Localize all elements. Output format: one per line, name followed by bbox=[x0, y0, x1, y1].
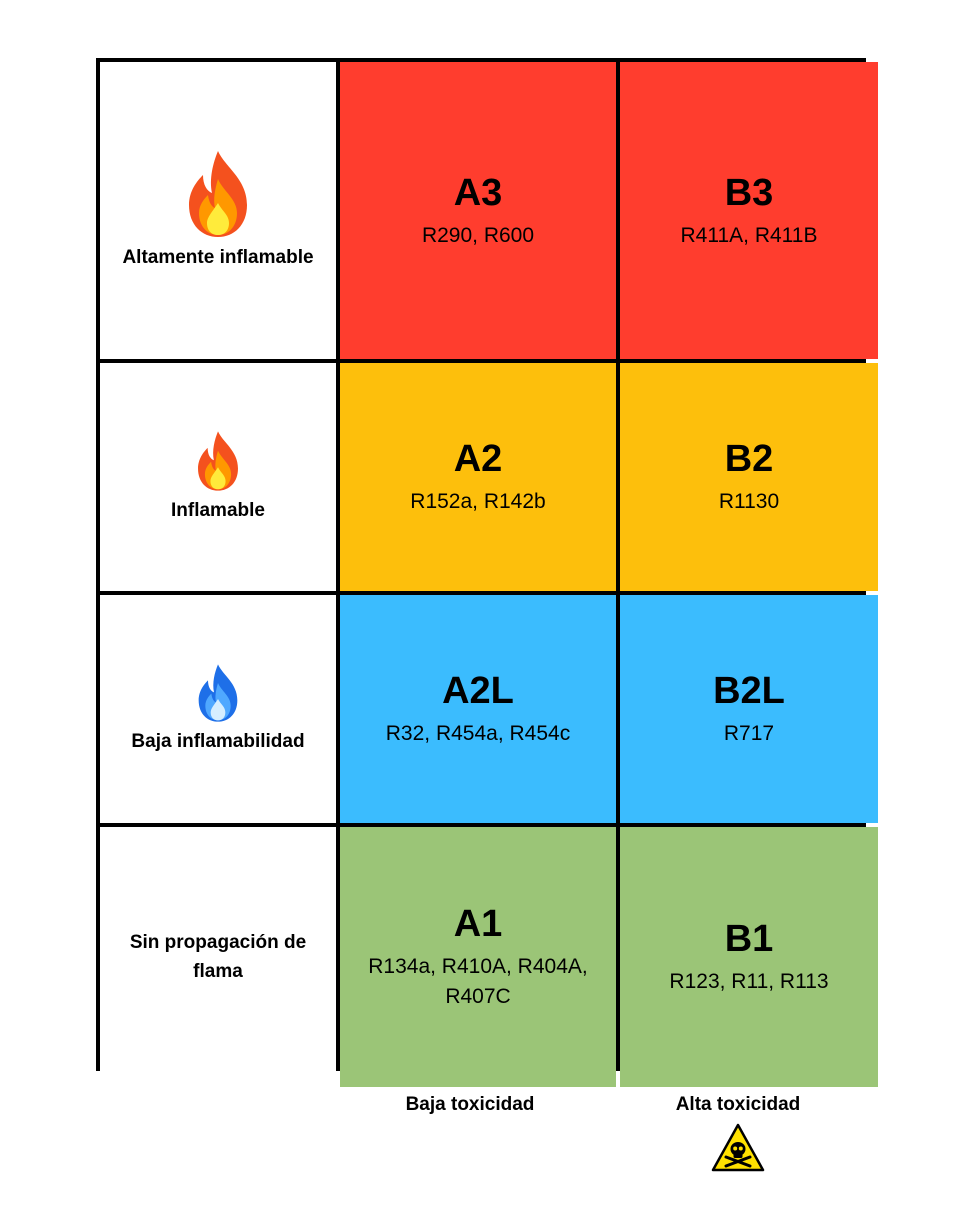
row-label-high-flammability: Altamente inflamable bbox=[100, 62, 336, 359]
class-code: B3 bbox=[724, 171, 774, 214]
fire-icon bbox=[198, 430, 238, 491]
cell-b2: B2 R1130 bbox=[620, 363, 878, 591]
refrigerant-list: R290, R600 bbox=[421, 223, 535, 247]
class-code: A3 bbox=[453, 171, 503, 214]
blue-fire-icon bbox=[198, 663, 238, 722]
row-label-text: Inflamable bbox=[171, 499, 265, 521]
refrigerant-list: R123, R11, R113 bbox=[669, 970, 829, 993]
cell-a2: A2 R152a, R142b bbox=[340, 363, 616, 591]
refrigerant-safety-grid: Altamente inflamable A3 R290, R600 B3 R4… bbox=[96, 58, 878, 1087]
row-label-low-flammability: Baja inflamabilidad bbox=[100, 595, 336, 823]
column-label-high-toxicity: Alta toxicidad bbox=[675, 1094, 801, 1115]
refrigerant-list: R134a, R410A, R404A, R407C bbox=[368, 955, 588, 1008]
cell-b2l: B2L R717 bbox=[620, 595, 878, 823]
refrigerant-list: R717 bbox=[723, 722, 775, 745]
class-code: B2L bbox=[713, 670, 785, 712]
refrigerant-list: R152a, R142b bbox=[410, 490, 546, 513]
cell-a2l: A2L R32, R454a, R454c bbox=[340, 595, 616, 823]
class-code: A2L bbox=[442, 670, 514, 712]
class-code: A2 bbox=[453, 438, 503, 480]
class-code: B1 bbox=[724, 918, 774, 960]
cell-b3: B3 R411A, R411B bbox=[620, 62, 878, 359]
cell-a3: A3 R290, R600 bbox=[340, 62, 616, 359]
row-label-text: Altamente inflamable bbox=[122, 247, 314, 268]
cell-b1: B1 R123, R11, R113 bbox=[620, 827, 878, 1087]
refrigerant-list: R411A, R411B bbox=[680, 223, 818, 247]
skull-warning-icon bbox=[710, 1122, 766, 1174]
cell-a1: A1 R134a, R410A, R404A, R407C bbox=[340, 827, 616, 1087]
column-label-low-toxicity: Baja toxicidad bbox=[405, 1094, 535, 1115]
row-label-no-flame-propagation: Sin propagación de flama bbox=[100, 827, 336, 1087]
row-label-text: Baja inflamabilidad bbox=[131, 730, 305, 752]
fire-icon bbox=[189, 151, 247, 237]
refrigerant-list: R32, R454a, R454c bbox=[385, 722, 571, 745]
class-code: A1 bbox=[453, 903, 503, 945]
refrigerant-list: R1130 bbox=[718, 490, 780, 513]
row-label-flammable: Inflamable bbox=[100, 363, 336, 591]
row-label-text: Sin propagación de flama bbox=[129, 932, 307, 982]
class-code: B2 bbox=[724, 438, 774, 480]
